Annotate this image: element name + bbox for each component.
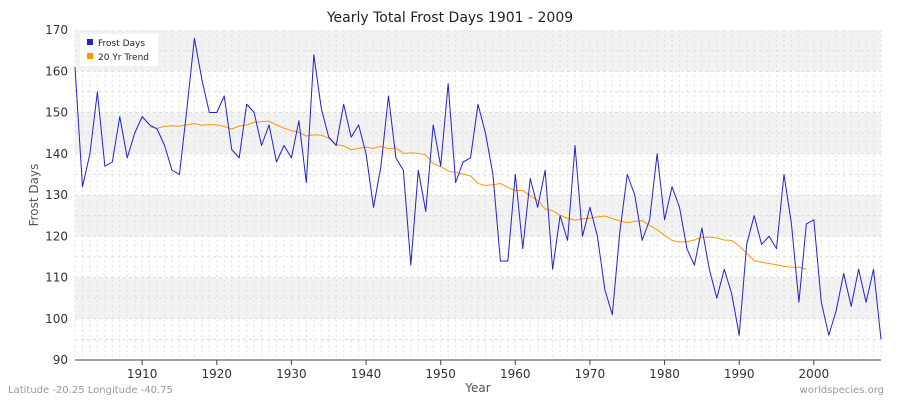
x-axis-ticks: 1910 1920 1930 1940 1950 1960 1970 1980 1990 2000 <box>127 360 829 381</box>
grid-lines <box>74 30 882 360</box>
legend-label-frost-days: Frost Days <box>98 39 145 49</box>
legend-swatch-20-yr-trend <box>87 53 93 59</box>
x-tick-label: 1940 <box>351 367 382 381</box>
y-tick-label: 120 <box>45 229 68 243</box>
y-tick-label: 150 <box>45 106 68 120</box>
series-line-frost-days <box>74 37 882 340</box>
y-tick-label: 140 <box>45 147 68 161</box>
y-tick-label: 90 <box>53 353 68 367</box>
y-tick-label: 160 <box>45 64 68 78</box>
x-tick-label: 1990 <box>724 367 755 381</box>
legend-label-20-yr-trend: 20 Yr Trend <box>98 53 149 63</box>
y-tick-label: 170 <box>45 23 68 37</box>
x-tick-label: 1950 <box>425 367 456 381</box>
y-tick-label: 130 <box>45 188 68 202</box>
x-axis-label: Year <box>464 381 490 395</box>
x-tick-label: 1920 <box>202 367 233 381</box>
series-line-20-yr-trend <box>149 120 807 270</box>
legend: Frost Days 20 Yr Trend <box>80 34 158 66</box>
y-tick-label: 100 <box>45 312 68 326</box>
chart-title: Yearly Total Frost Days 1901 - 2009 <box>326 10 573 26</box>
x-tick-label: 1910 <box>127 367 158 381</box>
y-tick-label: 110 <box>45 271 68 285</box>
y-axis-ticks: 90 100 110 120 130 140 150 160 170 <box>45 23 68 367</box>
x-tick-label: 1930 <box>276 367 307 381</box>
x-tick-label: 2000 <box>799 367 830 381</box>
x-tick-label: 1980 <box>649 367 680 381</box>
footer-source: worldspecies.org <box>800 385 884 396</box>
series-group <box>74 37 882 340</box>
legend-swatch-frost-days <box>87 39 93 45</box>
footer-location: Latitude -20.25 Longitude -40.75 <box>8 385 173 396</box>
y-axis-label: Frost Days <box>27 164 41 227</box>
x-tick-label: 1960 <box>500 367 531 381</box>
x-tick-label: 1970 <box>575 367 606 381</box>
